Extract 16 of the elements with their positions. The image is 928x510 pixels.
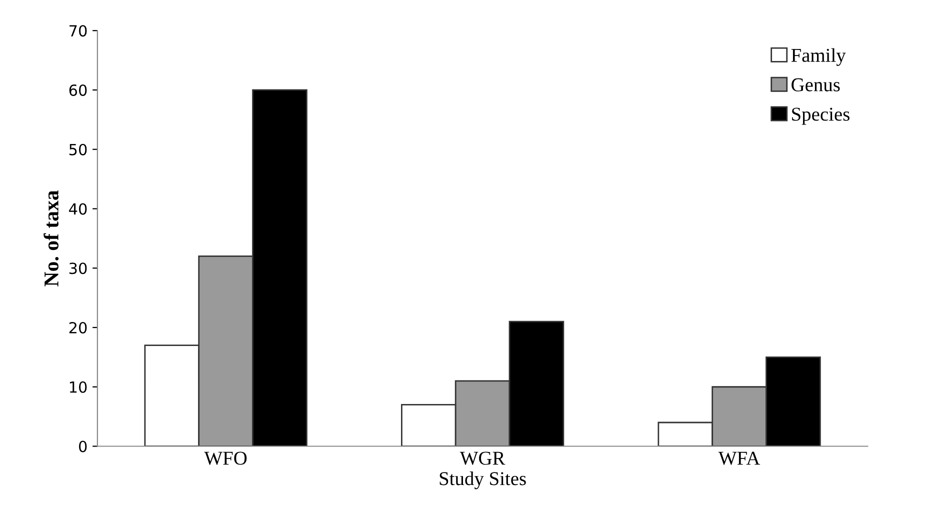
x-tick-label: WFO	[204, 452, 247, 465]
y-tick-label: 10	[70, 381, 87, 393]
y-tick-label: 60	[69, 84, 87, 96]
y-tick-label: 40	[69, 203, 87, 215]
y-axis-title: No. of taxa	[44, 190, 59, 286]
x-tick-label: WFA	[718, 452, 760, 465]
y-tick-label: 30	[69, 262, 87, 274]
x-axis-title: Study Sites	[440, 472, 526, 490]
legend-label: Genus	[792, 78, 840, 92]
y-tick-label: 20	[69, 322, 87, 334]
y-tick-label: 0	[79, 440, 87, 452]
y-tick-label: 50	[69, 144, 87, 156]
x-tick-label: WGR	[460, 452, 506, 465]
legend-label: Family	[791, 48, 846, 66]
y-tick-label: 70	[70, 25, 87, 37]
legend-label: Species	[792, 108, 850, 125]
